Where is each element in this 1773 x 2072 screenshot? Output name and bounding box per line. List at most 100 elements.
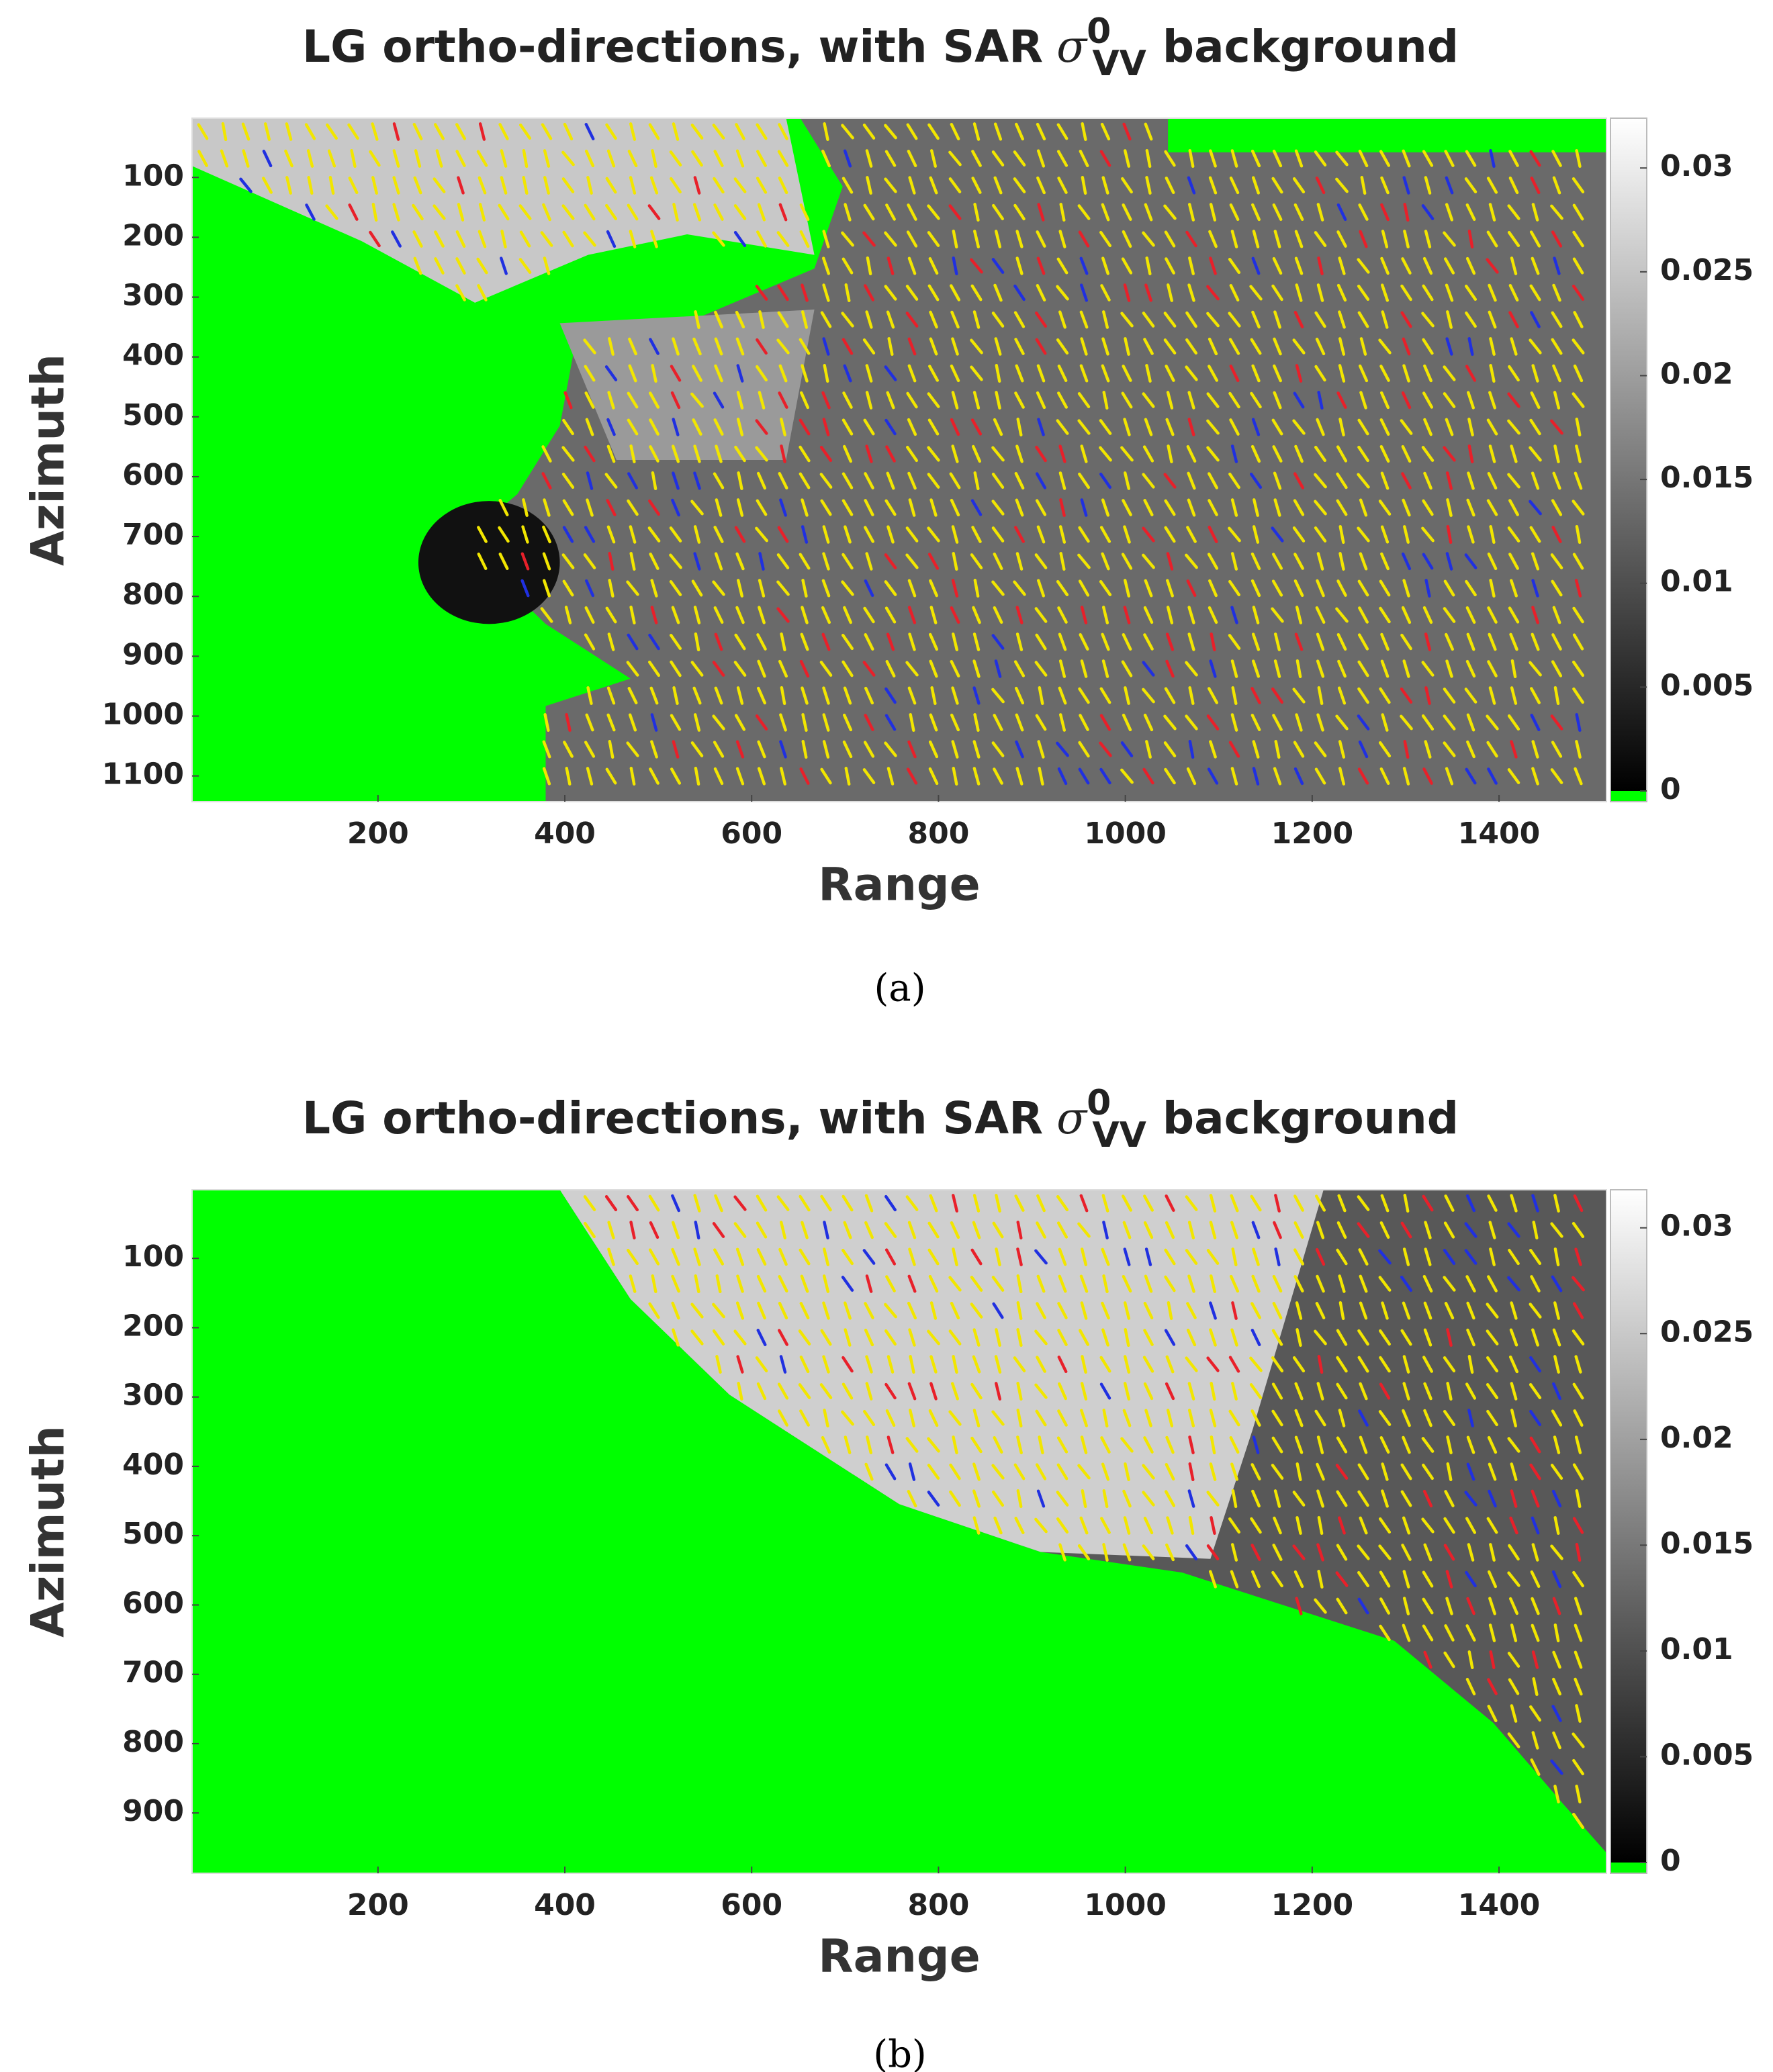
direction-vector bbox=[1401, 444, 1412, 463]
direction-vector bbox=[737, 471, 743, 490]
direction-vector bbox=[1228, 1409, 1240, 1427]
direction-vector bbox=[756, 1194, 768, 1212]
direction-vector bbox=[1552, 1650, 1561, 1669]
direction-vector bbox=[950, 1382, 960, 1401]
direction-vector bbox=[1143, 606, 1154, 624]
direction-vector bbox=[1167, 283, 1173, 302]
direction-vector bbox=[929, 579, 938, 598]
direction-vector bbox=[1271, 687, 1284, 704]
direction-vector bbox=[1316, 1274, 1325, 1293]
direction-vector bbox=[950, 660, 960, 677]
direction-vector bbox=[1038, 686, 1044, 705]
direction-vector bbox=[1102, 310, 1109, 329]
direction-vector bbox=[561, 473, 575, 489]
direction-vector bbox=[1122, 1409, 1132, 1427]
direction-vector bbox=[1424, 176, 1432, 195]
direction-vector bbox=[391, 230, 402, 248]
direction-vector bbox=[735, 767, 745, 786]
direction-vector bbox=[1336, 632, 1347, 651]
direction-vector bbox=[952, 256, 958, 275]
direction-vector bbox=[821, 149, 831, 168]
direction-vector bbox=[1185, 661, 1198, 677]
direction-vector bbox=[1531, 364, 1539, 383]
direction-vector bbox=[1338, 552, 1345, 571]
direction-vector bbox=[651, 364, 657, 383]
direction-vector bbox=[886, 767, 895, 786]
direction-vector bbox=[1164, 1490, 1176, 1507]
direction-vector bbox=[1293, 553, 1304, 570]
direction-vector bbox=[1531, 1543, 1539, 1562]
direction-vector bbox=[756, 123, 768, 140]
direction-vector bbox=[1488, 283, 1497, 302]
direction-vector bbox=[1336, 230, 1347, 248]
direction-vector bbox=[972, 1489, 981, 1508]
direction-vector bbox=[1250, 1517, 1262, 1534]
direction-vector bbox=[820, 1329, 832, 1346]
x-tick-label: 1200 bbox=[1271, 1888, 1353, 1922]
direction-vector bbox=[694, 310, 700, 329]
direction-vector bbox=[971, 444, 982, 463]
direction-vector bbox=[1080, 444, 1088, 463]
direction-vector bbox=[951, 525, 959, 544]
direction-vector bbox=[1272, 714, 1283, 731]
direction-vector bbox=[1251, 149, 1261, 168]
direction-vector bbox=[972, 391, 981, 410]
x-tick-label: 600 bbox=[721, 1888, 782, 1922]
direction-vector bbox=[758, 552, 765, 571]
direction-vector bbox=[1230, 444, 1238, 463]
direction-vector bbox=[1142, 1356, 1154, 1373]
direction-vector bbox=[1575, 149, 1582, 168]
y-tick-label: 200 bbox=[122, 218, 184, 252]
direction-vector bbox=[1357, 660, 1369, 677]
direction-vector bbox=[1575, 1704, 1582, 1723]
direction-vector bbox=[1335, 607, 1349, 623]
direction-vector bbox=[995, 364, 1001, 383]
direction-vector bbox=[1422, 1356, 1434, 1373]
direction-vector bbox=[863, 741, 875, 758]
y-tick-label: 100 bbox=[122, 1239, 184, 1274]
direction-vector bbox=[1529, 1248, 1542, 1266]
direction-vector bbox=[733, 231, 747, 247]
direction-vector bbox=[1144, 283, 1152, 302]
direction-vector bbox=[1400, 284, 1412, 301]
direction-vector bbox=[1229, 418, 1240, 436]
direction-vector bbox=[929, 1355, 938, 1374]
direction-vector bbox=[973, 578, 980, 598]
direction-vector bbox=[1486, 1356, 1499, 1373]
direction-vector bbox=[972, 1328, 981, 1347]
direction-vector bbox=[865, 552, 873, 571]
direction-vector bbox=[1315, 1301, 1326, 1320]
direction-vector bbox=[929, 498, 938, 517]
direction-vector bbox=[864, 1194, 874, 1213]
direction-vector bbox=[991, 1276, 1005, 1292]
direction-vector bbox=[1532, 1221, 1539, 1239]
direction-vector bbox=[540, 607, 553, 623]
direction-vector bbox=[733, 204, 747, 220]
direction-vector bbox=[777, 311, 789, 328]
direction-vector bbox=[1058, 713, 1066, 732]
direction-vector bbox=[1510, 1382, 1518, 1401]
direction-vector bbox=[1056, 285, 1069, 301]
direction-vector bbox=[1123, 418, 1131, 436]
direction-vector bbox=[712, 580, 725, 596]
direction-vector bbox=[972, 740, 981, 759]
direction-vector bbox=[1531, 579, 1539, 598]
direction-vector bbox=[907, 579, 917, 598]
direction-vector bbox=[1443, 1409, 1456, 1427]
direction-vector bbox=[1295, 1516, 1302, 1535]
direction-vector bbox=[1402, 149, 1411, 168]
direction-vector bbox=[1552, 1328, 1561, 1347]
direction-vector bbox=[950, 310, 960, 329]
direction-vector bbox=[1206, 1491, 1220, 1507]
direction-vector bbox=[1378, 338, 1392, 355]
direction-vector bbox=[1166, 391, 1174, 410]
direction-vector bbox=[1315, 176, 1326, 195]
direction-vector bbox=[1014, 1194, 1025, 1212]
direction-vector bbox=[607, 1221, 615, 1239]
direction-vector bbox=[1531, 552, 1540, 571]
direction-vector bbox=[605, 606, 617, 624]
direction-vector bbox=[1529, 1463, 1541, 1480]
direction-vector bbox=[1120, 768, 1134, 784]
direction-vector bbox=[1486, 499, 1498, 516]
direction-vector bbox=[1121, 553, 1133, 570]
